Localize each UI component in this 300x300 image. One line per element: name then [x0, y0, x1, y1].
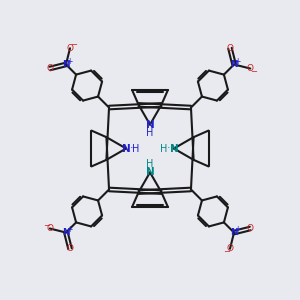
Text: O: O	[67, 244, 73, 253]
Text: +: +	[234, 57, 241, 66]
Text: −: −	[70, 40, 77, 50]
Text: H: H	[146, 128, 154, 138]
Text: O: O	[67, 44, 73, 53]
Text: −: −	[223, 248, 230, 256]
Text: N: N	[169, 143, 178, 154]
Text: H: H	[160, 143, 168, 154]
Text: O: O	[226, 44, 233, 53]
Text: ·: ·	[167, 143, 170, 153]
Text: N: N	[230, 228, 238, 237]
Text: N: N	[122, 143, 130, 154]
Text: −: −	[43, 221, 50, 230]
Text: +: +	[66, 225, 73, 234]
Text: O: O	[46, 224, 53, 233]
Text: N: N	[62, 60, 70, 69]
Text: N: N	[230, 60, 238, 69]
Text: H: H	[146, 159, 154, 169]
Text: −: −	[250, 67, 257, 76]
Text: O: O	[46, 64, 53, 73]
Text: +: +	[234, 225, 241, 234]
Text: O: O	[247, 64, 254, 73]
Text: N: N	[146, 167, 154, 177]
Text: N: N	[62, 228, 70, 237]
Text: O: O	[247, 224, 254, 233]
Text: H: H	[132, 143, 140, 154]
Text: N: N	[146, 120, 154, 130]
Text: +: +	[66, 57, 73, 66]
Text: O: O	[226, 244, 233, 253]
Text: ·: ·	[130, 143, 133, 153]
